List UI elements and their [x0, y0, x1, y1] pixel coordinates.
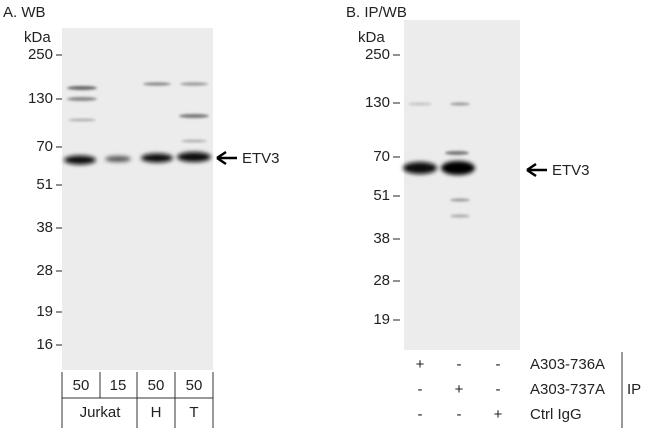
blot — [62, 28, 213, 370]
sign: + — [455, 381, 464, 398]
marker-label: 28 — [373, 272, 390, 289]
marker-label: 19 — [36, 303, 53, 320]
group-label: H — [151, 404, 162, 421]
marker-label: 28 — [36, 262, 53, 279]
marker-label: 130 — [28, 90, 53, 107]
sign: - — [496, 381, 501, 398]
marker-label: 70 — [36, 138, 53, 155]
marker-label: 130 — [365, 94, 390, 111]
arrow-label: ETV3 — [552, 162, 590, 179]
sign: + — [494, 406, 503, 423]
load: 50 — [186, 377, 203, 394]
unit-label: kDa — [358, 29, 385, 46]
ip-label: IP — [627, 381, 641, 398]
sign: - — [418, 406, 423, 423]
sign: - — [418, 381, 423, 398]
group-label: T — [189, 404, 198, 421]
group-label: Jurkat — [80, 404, 122, 421]
marker-label: 38 — [373, 230, 390, 247]
panel-title: B. IP/WB — [346, 4, 407, 21]
load: 50 — [148, 377, 165, 394]
load: 50 — [73, 377, 90, 394]
main-bands — [403, 161, 475, 175]
row-label: Ctrl IgG — [530, 406, 582, 423]
arrow — [526, 162, 547, 178]
lane-table — [61, 372, 214, 428]
marker-label: 16 — [36, 336, 53, 353]
arrow-label: ETV3 — [242, 150, 280, 167]
row-label: A303-737A — [530, 381, 605, 398]
marker-label: 19 — [373, 311, 390, 328]
arrow — [216, 150, 237, 166]
marker-label: 70 — [373, 148, 390, 165]
sign: - — [457, 406, 462, 423]
marker-label: 250 — [365, 46, 390, 63]
sign: + — [416, 356, 425, 373]
sign: - — [457, 356, 462, 373]
row-label: A303-736A — [530, 356, 605, 373]
main-bands — [64, 152, 211, 165]
marker-label: 250 — [28, 46, 53, 63]
bands — [408, 102, 470, 218]
sign: - — [496, 356, 501, 373]
marker-label: 51 — [373, 187, 390, 204]
load: 15 — [110, 377, 127, 394]
blot — [404, 20, 520, 350]
bands — [67, 82, 209, 143]
panel-title: A. WB — [3, 4, 46, 21]
marker-label: 38 — [36, 219, 53, 236]
marker-label: 51 — [36, 176, 53, 193]
unit-label: kDa — [24, 29, 51, 46]
